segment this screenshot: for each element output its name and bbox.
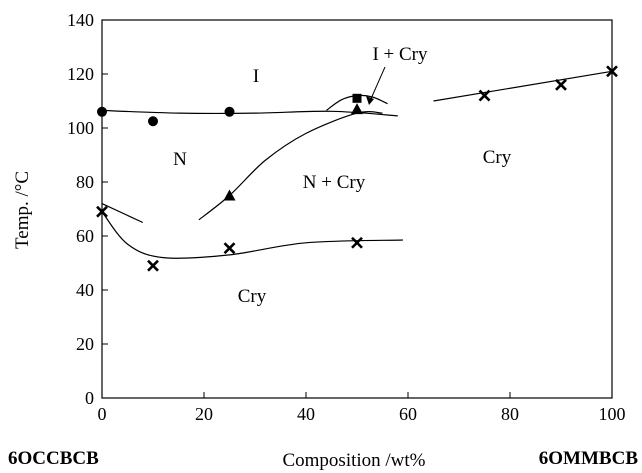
compound-left-label: 6OCCBCB xyxy=(8,448,99,469)
x-tick-label: 40 xyxy=(297,404,315,424)
cross-stroke xyxy=(351,236,363,249)
y-tick-label: 20 xyxy=(76,334,94,354)
x-axis-ticks: 0 20 40 60 80 100 xyxy=(98,392,626,424)
region-label-N: N xyxy=(173,149,187,170)
x-tick-label: 100 xyxy=(599,404,626,424)
phase-boundary-5 xyxy=(198,111,383,221)
phase-boundary-6 xyxy=(101,211,403,259)
circle-marker xyxy=(148,116,158,127)
triangle-marker xyxy=(351,103,363,115)
cross-stroke xyxy=(147,259,159,272)
arrow-head xyxy=(366,96,374,105)
y-tick-label: 0 xyxy=(85,388,94,408)
x-tick-label: 0 xyxy=(98,404,107,424)
x-axis-label: Composition /wt% xyxy=(282,450,425,471)
x-tick-label: 60 xyxy=(399,404,417,424)
arrow-shaft xyxy=(369,66,386,102)
circle-marker xyxy=(224,106,235,117)
region-label-Cry-left: Cry xyxy=(238,286,267,307)
y-axis-ticks: 0 20 40 60 80 100 120 140 xyxy=(67,10,108,408)
x-tick-label: 80 xyxy=(501,404,519,424)
cross-marker xyxy=(223,242,236,255)
triangle-marker xyxy=(223,189,236,201)
region-label-I: I xyxy=(253,66,259,87)
cross-marker xyxy=(147,259,159,272)
cross-marker xyxy=(555,78,567,91)
data-markers xyxy=(96,65,618,272)
i-cry-pointer-arrow xyxy=(366,66,386,105)
region-label-I-Cry: I + Cry xyxy=(372,44,428,65)
plot-frame xyxy=(101,19,613,399)
region-label-N-Cry: N + Cry xyxy=(303,172,366,193)
cross-stroke xyxy=(223,242,236,255)
cross-marker xyxy=(478,89,491,102)
plot-border xyxy=(101,19,613,399)
y-tick-label: 140 xyxy=(67,10,94,30)
cross-marker xyxy=(351,236,363,249)
cross-stroke xyxy=(478,89,491,102)
circle-marker xyxy=(97,106,107,117)
cross-stroke xyxy=(606,65,618,78)
y-tick-label: 120 xyxy=(67,64,94,84)
region-label-Cry-right: Cry xyxy=(483,147,512,168)
y-tick-label: 60 xyxy=(76,226,94,246)
y-tick-label: 80 xyxy=(76,172,94,192)
cross-marker xyxy=(96,205,108,218)
y-tick-label: 100 xyxy=(67,118,94,138)
x-tick-label: 20 xyxy=(195,404,213,424)
cross-stroke xyxy=(555,78,567,91)
cross-marker xyxy=(606,65,618,78)
y-tick-label: 40 xyxy=(76,280,94,300)
phase-boundary-2 xyxy=(433,70,613,102)
phase-boundary-1 xyxy=(101,203,144,224)
cross-stroke xyxy=(96,205,108,218)
y-axis-label: Temp. /°C xyxy=(12,171,33,249)
square-marker xyxy=(352,93,362,103)
compound-right-label: 6OMMBCB xyxy=(539,448,639,469)
